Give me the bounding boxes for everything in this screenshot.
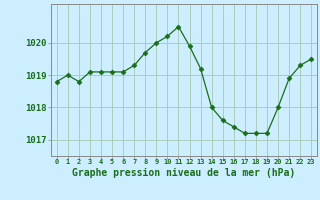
- X-axis label: Graphe pression niveau de la mer (hPa): Graphe pression niveau de la mer (hPa): [72, 168, 296, 178]
